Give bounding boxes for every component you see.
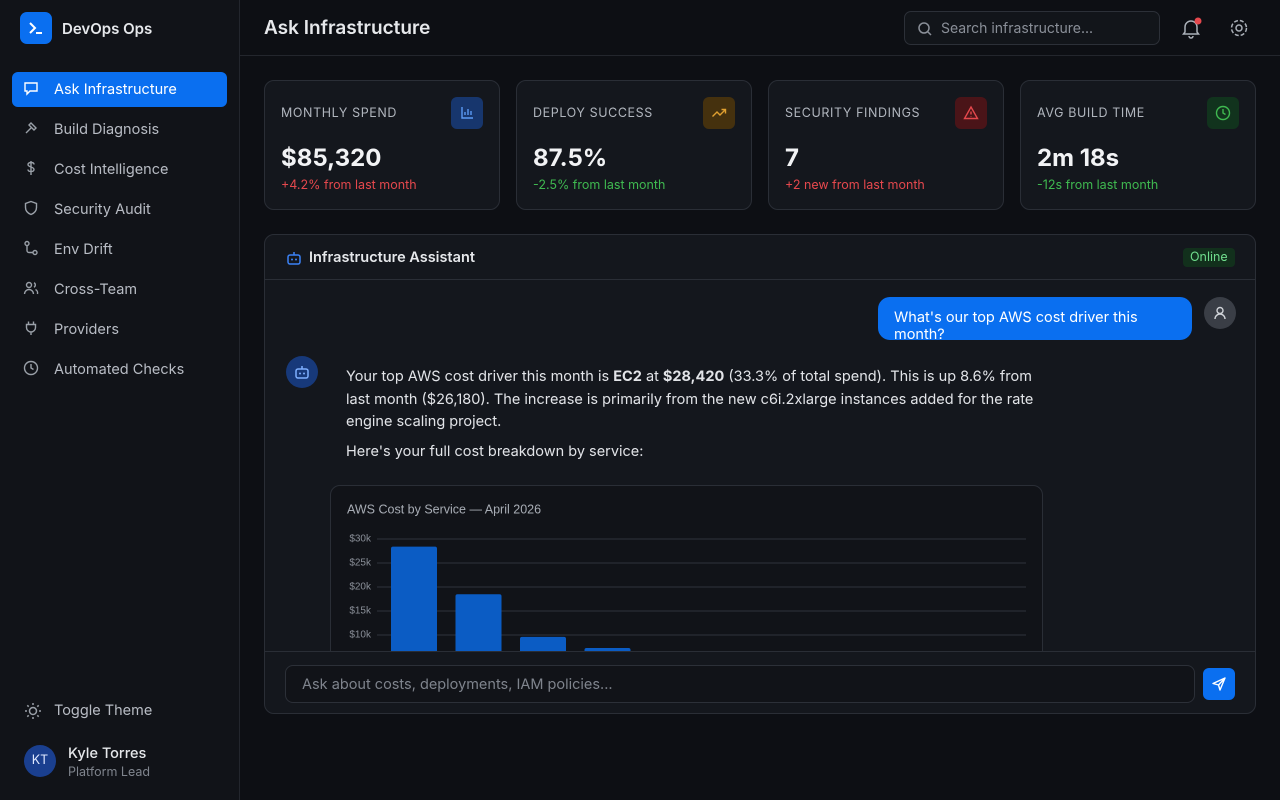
nav-item[interactable]: Build Diagnosis [12, 112, 227, 147]
send-button[interactable] [1203, 668, 1235, 700]
y-tick-label: $20k [349, 582, 372, 593]
brand: DevOps Ops [62, 19, 153, 38]
icon [24, 82, 38, 96]
icon [23, 281, 39, 295]
stat-card: DEPLOY SUCCESS 87.5% -2.5% from last month [516, 80, 752, 210]
reply-bold: EC2 [613, 368, 642, 385]
nav-label: Providers [54, 321, 119, 338]
stat-label: AVG BUILD TIME [1037, 106, 1145, 121]
y-tick-label: $30k [349, 534, 372, 545]
messages: What's our top AWS cost driver this mont… [265, 281, 1255, 651]
reply-text: Your top AWS cost driver this month is [346, 368, 614, 385]
nav-label: Build Diagnosis [54, 121, 160, 138]
user-name: Kyle Torres [68, 745, 147, 762]
icon [461, 107, 473, 119]
icon [23, 360, 39, 376]
stat-label: MONTHLY SPEND [281, 106, 398, 121]
chart-title: AWS Cost by Service — April 2026 [347, 502, 541, 516]
stat-card: MONTHLY SPEND $85,320 +4.2% from last mont… [264, 80, 500, 210]
stat-label: DEPLOY SUCCESS [533, 106, 653, 121]
settings[interactable] [1228, 17, 1250, 39]
user-role: Platform Lead [68, 765, 151, 780]
icon [963, 105, 979, 120]
y-tick-label: $15k [349, 606, 372, 617]
stat-value: 2m 18s [1037, 143, 1120, 172]
stat-icon [955, 97, 987, 129]
icon [24, 240, 38, 256]
nav-label: Cross-Team [54, 281, 138, 298]
sidebar: DevOps Ops Ask Infrastructure Build Diagn… [0, 0, 240, 800]
y-tick-label: $25k [349, 558, 372, 569]
stat-icon [703, 97, 735, 129]
chat-input[interactable]: Ask about costs, deployments, IAM polici… [285, 665, 1195, 703]
nav-label: Ask Infrastructure [54, 81, 177, 98]
stat-card: AVG BUILD TIME 2m 18s -12s from last month [1020, 80, 1256, 210]
stat-value: 7 [785, 143, 799, 172]
reply-followup: Here's your full cost breakdown by servi… [346, 442, 644, 460]
icon [24, 200, 38, 216]
bar [584, 647, 631, 651]
icon [712, 108, 727, 117]
avatar: KT [24, 745, 56, 777]
stat-change: -12s from last month [1037, 178, 1159, 193]
header: Ask Infrastructure Search infrastructure… [240, 0, 1280, 56]
icon [25, 321, 37, 335]
nav-item[interactable]: Cross-Team [12, 272, 227, 307]
nav-item[interactable]: Security Audit [12, 192, 227, 227]
stat-change: +2 new from last month [785, 178, 925, 193]
icon [1215, 105, 1231, 121]
icon [25, 122, 37, 134]
logo [20, 12, 52, 44]
status-badge: Online [1183, 248, 1235, 267]
reply-text: at [641, 368, 663, 385]
chart-card: AWS Cost by Service — April 2026 $10k $15… [330, 485, 1043, 651]
nav-item[interactable]: Ask Infrastructure [12, 72, 227, 107]
reply-paragraph: Your top AWS cost driver this month is E… [346, 366, 1046, 434]
bot-avatar [286, 356, 318, 388]
user-avatar [1204, 297, 1236, 329]
nav-item[interactable]: Providers [12, 312, 227, 347]
assistant-panel: Infrastructure Assistant Online What's o… [264, 234, 1256, 714]
nav-item[interactable]: Env Drift [12, 232, 227, 267]
search[interactable]: Search infrastructure... [904, 11, 1160, 45]
stat-icon [1207, 97, 1239, 129]
reply-bold: $28,420 [662, 368, 725, 385]
toggle-label: Toggle Theme [54, 702, 153, 719]
chart: AWS Cost by Service — April 2026 $10k $15… [347, 502, 1026, 651]
assistant-reply: Your top AWS cost driver this month is E… [346, 366, 1046, 470]
assistant-header: Infrastructure Assistant Online [265, 235, 1255, 280]
page-title: Ask Infrastructure [264, 16, 431, 39]
nav-label: Cost Intelligence [54, 161, 169, 178]
stat-value: 87.5% [533, 143, 608, 172]
nav-item[interactable]: Automated Checks [12, 352, 227, 387]
assistant-title: Infrastructure Assistant [309, 249, 475, 266]
notifications[interactable] [1180, 17, 1202, 39]
stat-icon [451, 97, 483, 129]
bar [391, 546, 437, 651]
toggle-theme[interactable]: Toggle Theme [24, 701, 224, 721]
nav-label: Automated Checks [54, 361, 185, 378]
stat-label: SECURITY FINDINGS [785, 106, 921, 121]
y-tick-label: $10k [349, 630, 372, 641]
icon [27, 161, 35, 175]
stat-value: $85,320 [281, 143, 382, 172]
search-placeholder: Search infrastructure... [941, 20, 1094, 37]
nav-label: Env Drift [54, 241, 113, 258]
input-bar: Ask about costs, deployments, IAM polici… [265, 651, 1255, 713]
nav-item[interactable]: Cost Intelligence [12, 152, 227, 187]
user-message: What's our top AWS cost driver this mont… [878, 297, 1192, 343]
bar [520, 636, 566, 651]
reply-text: (33.3% of total spend). This is up 8.6% … [346, 368, 1034, 430]
bar [455, 594, 502, 651]
stat-card: SECURITY FINDINGS 7 +2 new from last month [768, 80, 1004, 210]
stat-change: -2.5% from last month [533, 178, 666, 193]
nav-label: Security Audit [54, 201, 151, 218]
stat-change: +4.2% from last month [281, 178, 417, 193]
